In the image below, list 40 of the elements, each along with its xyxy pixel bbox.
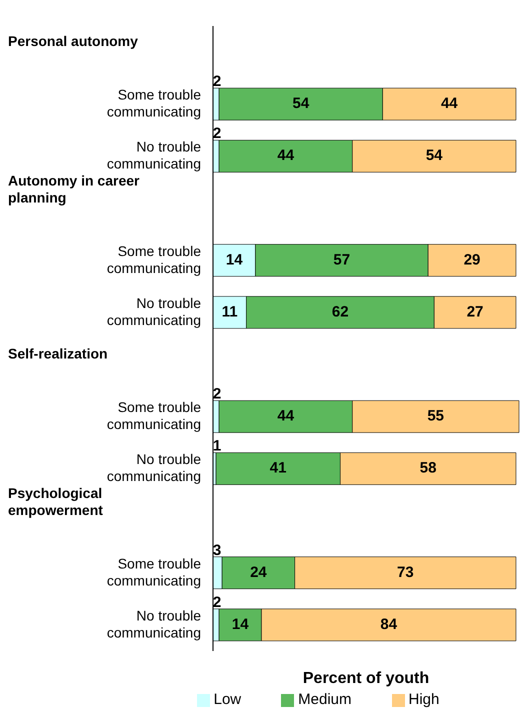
data-label: 55	[427, 408, 444, 425]
data-label: 54	[292, 95, 310, 112]
data-label: 44	[440, 95, 458, 112]
data-label: 14	[226, 251, 244, 268]
data-label: 27	[466, 303, 484, 320]
data-label: 41	[270, 460, 286, 477]
data-label: 57	[333, 251, 350, 268]
text: Autonomy in career planning	[8, 172, 140, 205]
y-tick-label: No trouble communicating	[106, 607, 202, 640]
y-tick-label: No trouble communicating	[106, 450, 202, 484]
y-tick-label: No trouble communicating	[106, 138, 202, 172]
data-label: 1	[212, 438, 222, 455]
y-tick-label: Some trouble communicating	[106, 555, 202, 588]
data-label: 24	[250, 564, 268, 581]
data-label: 2	[212, 125, 222, 142]
data-label: 2	[212, 386, 222, 403]
y-tick-label: No trouble communicating	[106, 294, 202, 328]
data-label: 58	[420, 460, 436, 477]
text: Self-realization	[8, 345, 108, 362]
data-label: 54	[426, 147, 444, 164]
legend-label: Medium	[298, 691, 352, 708]
data-label: 29	[464, 251, 480, 268]
text: Personal autonomy	[8, 32, 138, 49]
y-tick-label: Some trouble communicating	[106, 242, 202, 276]
text: Psychological empowerment	[8, 484, 104, 518]
data-label: 14	[232, 616, 250, 633]
y-tick-label: Some trouble communicating	[106, 86, 202, 120]
data-label: 44	[277, 147, 295, 164]
legend-label: High	[408, 691, 440, 708]
data-label: 11	[222, 303, 238, 320]
data-label: 3	[212, 542, 222, 559]
y-tick-label: Some trouble communicating	[106, 398, 202, 432]
legend-label: Low	[214, 691, 242, 708]
data-label: 2	[212, 594, 222, 611]
data-label: 62	[332, 303, 349, 320]
data-label: 44	[277, 408, 295, 425]
data-label: 84	[380, 616, 398, 633]
data-label: 73	[397, 564, 414, 581]
x-axis-title: Percent of youth	[302, 670, 430, 687]
data-label: 2	[212, 73, 222, 90]
